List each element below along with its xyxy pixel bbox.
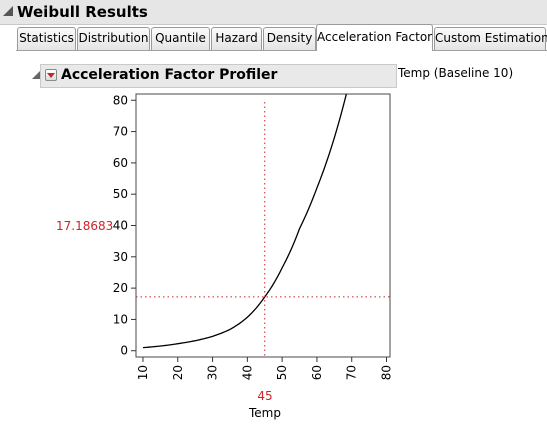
tab-quantile[interactable]: Quantile — [151, 27, 210, 50]
tab-density[interactable]: Density — [263, 27, 316, 50]
x-tick-label: 20 — [171, 365, 185, 380]
red-triangle-menu-icon[interactable] — [45, 69, 57, 81]
x-tick-label: 80 — [380, 365, 394, 380]
x-tick-label: 10 — [136, 365, 150, 380]
x-tick-label: 70 — [345, 365, 359, 380]
plot-frame — [135, 93, 391, 358]
disclosure-triangle-icon[interactable] — [3, 6, 13, 16]
tab-distribution[interactable]: Distribution — [77, 27, 150, 50]
current-x-value[interactable]: 45 — [257, 389, 273, 403]
x-tick-label: 50 — [275, 365, 289, 380]
profiler-disclosure-icon[interactable] — [32, 71, 40, 79]
tab-bar-divider — [16, 50, 547, 51]
y-tick-label: 20 — [113, 281, 128, 295]
y-tick-label: 50 — [113, 187, 128, 201]
y-tick-label: 70 — [113, 125, 128, 139]
tab-acceleration-factor[interactable]: Acceleration Factor — [316, 24, 433, 51]
y-tick-label: 10 — [113, 312, 128, 326]
y-tick-label: 40 — [113, 219, 128, 233]
profiler-header: Acceleration Factor Profiler — [40, 64, 397, 88]
report-title: Weibull Results — [17, 3, 148, 21]
current-y-value: 17.18683 — [56, 219, 114, 233]
y-tick-label: 0 — [120, 344, 128, 358]
x-tick-label: 60 — [310, 365, 324, 380]
x-tick-label: 40 — [240, 365, 254, 380]
x-tick-label: 30 — [206, 365, 220, 380]
x-axis-label: Temp — [249, 406, 281, 420]
profiler-title: Acceleration Factor Profiler — [61, 67, 278, 83]
profile-curve — [142, 94, 348, 349]
tab-statistics[interactable]: Statistics — [17, 27, 76, 50]
y-tick-label: 60 — [113, 156, 128, 170]
y-tick-label: 80 — [113, 93, 128, 107]
tab-hazard[interactable]: Hazard — [211, 27, 262, 50]
tab-custom-estimation[interactable]: Custom Estimation — [434, 27, 547, 50]
y-tick-label: 30 — [113, 250, 128, 264]
report-title-bar: Weibull Results — [0, 0, 547, 25]
baseline-label: Temp (Baseline 10) — [398, 66, 514, 80]
